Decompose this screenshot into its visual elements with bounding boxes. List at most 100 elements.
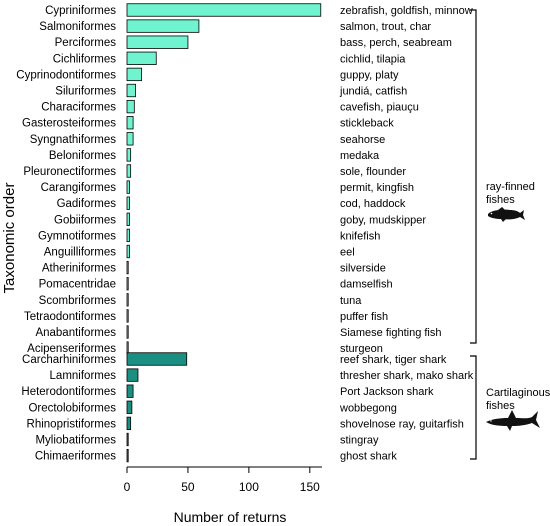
bar-perciformes (126, 35, 189, 49)
bar-siluriformes (126, 83, 136, 98)
cartilaginous-label-line1: Cartilaginous (486, 387, 550, 399)
bar-gobiiformes (126, 212, 130, 226)
bar-anabantiformes (126, 325, 129, 339)
bar-gasterosteiformes (126, 116, 134, 130)
category-label: Gasterosteiformes (22, 118, 116, 130)
category-label: Carcharhiniformes (22, 354, 116, 366)
bar-salmoniformes (126, 19, 200, 33)
category-label: Syngnathiformes (30, 134, 117, 146)
category-label: Acipenseriformes (27, 343, 116, 355)
annotation-label: tuna (340, 295, 362, 307)
category-label: Gymnotiformes (38, 230, 116, 242)
category-label: Scombriformes (39, 295, 117, 307)
category-label: Anabantiformes (35, 327, 116, 339)
annotation-label: silverside (340, 263, 386, 275)
bar-chimaeriformes (126, 448, 129, 463)
cartilaginous-bracket: Cartilaginous fishes (470, 355, 550, 460)
category-label: Atheriniformes (42, 263, 116, 275)
x-axis-title: Number of returns (174, 509, 287, 525)
bar-gymnotiformes (126, 228, 130, 243)
bars-layer (126, 3, 322, 463)
annotation-label: stickleback (340, 118, 394, 130)
bar-cyprinodontiformes (126, 67, 143, 82)
annotation-label: bass, perch, seabream (340, 37, 452, 49)
shark-icon (486, 410, 540, 431)
bar-rhinopristiformes (126, 416, 132, 431)
annotation-label: knifefish (340, 230, 380, 242)
bar-carangiformes (126, 180, 130, 194)
bar-heterodontiformes (126, 384, 134, 398)
x-ticks: 0 50 100 150 (124, 467, 320, 494)
ray-finned-label-line1: ray-finned (486, 181, 535, 193)
annotation-label: medaka (340, 150, 380, 162)
category-label: Cyprinodontiformes (16, 69, 116, 81)
x-tick-label: 150 (300, 480, 320, 494)
annotation-label: Siamese fighting fish (340, 327, 442, 339)
bar-tetraodontiformes (126, 309, 129, 323)
category-label: Siluriformes (55, 86, 116, 98)
annotation-label: sturgeon (340, 343, 383, 355)
bar-gadiformes (126, 196, 130, 210)
annotation-label: goby, mudskipper (340, 214, 426, 226)
annotation-label: permit, kingfish (340, 182, 414, 194)
cartilaginous-label-line2: fishes (486, 400, 515, 412)
bar-lamniformes (126, 368, 139, 382)
ray-finned-label-line2: fishes (486, 194, 515, 206)
annotation-label: guppy, platy (340, 69, 399, 81)
category-label: Gobiiformes (54, 214, 116, 226)
annotation-label: shovelnose ray, guitarfish (340, 418, 464, 430)
category-label: Cichliformes (53, 53, 117, 65)
category-label: Chimaeriformes (35, 451, 116, 463)
annotation-label: Port Jackson shark (340, 386, 434, 398)
bar-cichliformes (126, 51, 157, 65)
category-label: Beloniformes (49, 150, 116, 162)
annotation-label: sole, flounder (340, 166, 406, 178)
annotation-label: wobbegong (339, 402, 397, 414)
category-label: Tetraodontiformes (24, 311, 116, 323)
bar-orectolobiformes (126, 400, 133, 414)
bar-characiformes (126, 99, 135, 114)
bar-anguilliformes (126, 244, 130, 259)
category-label: Cypriniformes (45, 5, 116, 17)
bar-atheriniformes (126, 260, 129, 275)
category-label: Gadiformes (57, 198, 117, 210)
bar-syngnathiformes (126, 132, 134, 146)
category-label: Perciformes (55, 37, 117, 49)
annotation-label: damselfish (340, 279, 393, 291)
bar-beloniformes (126, 148, 132, 162)
bar-pomacentridae (126, 277, 129, 291)
annotation-label: cavefish, piauçu (340, 102, 419, 114)
annotation-label: zebrafish, goldfish, minnow (340, 5, 473, 17)
category-labels: Cypriniformes Salmoniformes Perciformes Cic… (16, 5, 116, 463)
bar-pleuronectiformes (126, 164, 132, 178)
category-label: Carangiformes (41, 182, 117, 194)
y-axis-title: Taxonomic order (1, 183, 18, 294)
category-label: Pomacentridae (39, 279, 116, 291)
category-label: Orectolobiformes (28, 402, 116, 414)
bar-myliobatiformes (126, 432, 129, 447)
category-label: Pleuronectiformes (23, 166, 116, 178)
x-tick-label: 100 (239, 480, 259, 494)
bar-scombriformes (126, 293, 129, 307)
annotation-label: stingray (340, 435, 379, 447)
category-label: Anguilliformes (44, 247, 116, 259)
annotation-label: puffer fish (340, 311, 388, 323)
category-label: Characiformes (41, 102, 116, 114)
annotation-label: ghost shark (340, 451, 397, 463)
ray-finned-fish-icon (488, 207, 525, 222)
category-label: Myliobatiformes (35, 435, 116, 447)
bar-cypriniformes (126, 3, 322, 17)
annotation-label: eel (340, 247, 355, 259)
category-label: Heterodontiformes (21, 386, 116, 398)
category-label: Salmoniformes (39, 21, 116, 33)
category-label: Rhinopristiformes (27, 418, 117, 430)
annotation-label: reef shark, tiger shark (340, 354, 447, 366)
bar-carcharhiniformes (126, 352, 188, 366)
annotation-label: jundiá, catfish (339, 86, 407, 98)
annotation-label: salmon, trout, char (340, 21, 431, 33)
x-tick-label: 50 (181, 480, 195, 494)
annotation-label: cichlid, tilapia (340, 53, 406, 65)
ray-finned-bracket: ray-finned fishes (470, 9, 535, 344)
annotation-labels: zebrafish, goldfish, minnow salmon, trout… (339, 5, 474, 463)
